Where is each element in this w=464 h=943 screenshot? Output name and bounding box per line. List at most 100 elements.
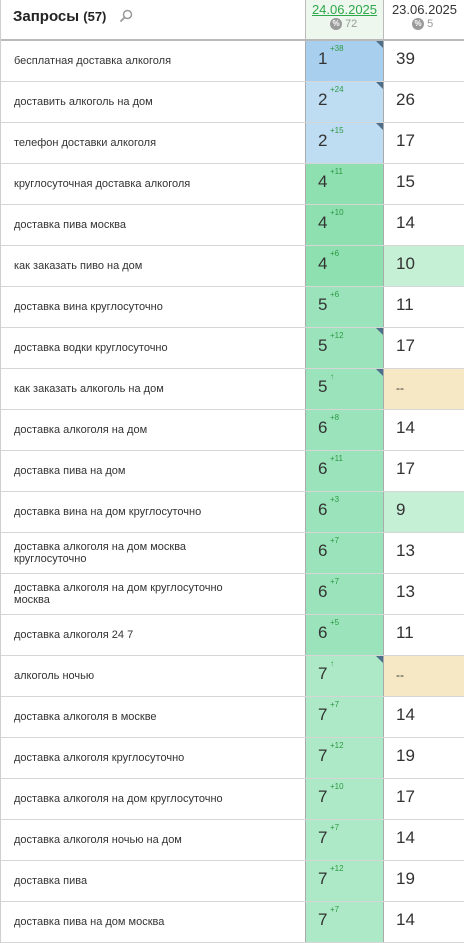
previous-position-cell: 13 [384,533,464,573]
position-change: +10 [330,782,344,791]
query-text[interactable]: доставка пива на дом [14,465,126,477]
previous-position-value: 11 [396,623,414,642]
table-row: алкоголь ночью 7 ↑ -- [1,656,464,697]
previous-position-cell: -- [384,369,464,409]
position-cell: 7 ↑ [305,656,384,696]
table-header: Запросы (57) 24.06.2025 % 72 23.06.2025 … [1,0,464,41]
position-cell: 4 +11 [305,164,384,204]
position-cell: 6 +3 [305,492,384,532]
query-text[interactable]: доставка пива [14,875,88,887]
position-value: 5 [318,377,328,396]
table-row: доставка пива 7 +12 19 [1,861,464,902]
position-cell: 6 +11 [305,451,384,491]
position-change: +7 [330,577,340,586]
position-change: +24 [330,85,344,94]
previous-position-cell: 17 [384,779,464,819]
pct-indicator-1: % 72 [330,18,358,31]
pct-indicator-2: % 5 [412,18,434,31]
pct-value-2: 5 [427,18,434,30]
table-row: доставка водки круглосуточно 5 +12 17 [1,328,464,369]
query-text[interactable]: доставка пива на дом москва [14,916,165,928]
table-row: круглосуточная доставка алкоголя 4 +11 15 [1,164,464,205]
query-text[interactable]: доставка алкоголя на дом круглосуточно [14,793,223,805]
previous-position-value: 26 [396,90,415,109]
previous-position-value: 14 [396,418,415,437]
position-cell: 7 +7 [305,902,384,942]
query-text[interactable]: доставка алкоголя ночью на дом [14,834,182,846]
previous-position-value: 15 [396,172,415,191]
position-change: +7 [330,823,340,832]
table-row: доставка алкоголя на дом круглосуточно м… [1,574,464,615]
position-value: 6 [318,459,328,478]
table-row: как заказать алкоголь на дом 5 ↑ -- [1,369,464,410]
position-value: 5 [318,295,328,314]
position-cell: 5 ↑ [305,369,384,409]
table-row: доставка пива москва 4 +10 14 [1,205,464,246]
position-cell: 6 +7 [305,533,384,573]
position-change: +10 [330,208,344,217]
previous-position-cell: 26 [384,82,464,122]
query-text[interactable]: круглосуточная доставка алкоголя [14,178,191,190]
date-column-header-2[interactable]: 23.06.2025 % 5 [384,0,464,39]
query-text[interactable]: бесплатная доставка алкоголя [14,55,172,67]
position-value: 4 [318,254,328,273]
corner-flag-icon [376,123,383,130]
position-change: +11 [330,167,343,176]
previous-position-value: 19 [396,869,415,888]
previous-position-value: 17 [396,131,415,150]
position-change: +7 [330,700,340,709]
query-text[interactable]: доставка алкоголя круглосуточно [14,752,185,764]
corner-flag-icon [376,41,383,48]
position-change: +7 [330,905,340,914]
query-text[interactable]: телефон доставки алкоголя [14,137,157,149]
previous-position-value: 11 [396,295,414,314]
previous-position-cell: 17 [384,123,464,163]
date-column-header-1[interactable]: 24.06.2025 % 72 [305,0,384,39]
table-row: доставка пива на дом 6 +11 17 [1,451,464,492]
previous-position-cell: 39 [384,41,464,81]
query-text[interactable]: как заказать пиво на дом [14,260,143,272]
query-text[interactable]: доставка пива москва [14,219,126,231]
previous-position-cell: 14 [384,820,464,860]
query-text[interactable]: доставка алкоголя 24 7 [14,629,134,641]
previous-position-value: 17 [396,336,415,355]
position-change: +11 [330,454,343,463]
date-link-1[interactable]: 24.06.2025 [311,2,378,17]
position-cell: 5 +6 [305,287,384,327]
position-cell: 7 +12 [305,738,384,778]
query-text[interactable]: доставка алкоголя в москве [14,711,157,723]
position-value: 7 [318,746,328,765]
corner-flag-icon [376,82,383,89]
table-row: доставка алкоголя ночью на дом 7 +7 14 [1,820,464,861]
previous-position-cell: 10 [384,246,464,286]
previous-position-cell: 17 [384,451,464,491]
percent-icon: % [412,18,424,31]
query-text[interactable]: доставка алкоголя на дом москва круглосу… [14,541,187,565]
position-cell: 4 +6 [305,246,384,286]
query-text[interactable]: доставка вина на дом круглосуточно [14,506,202,518]
search-icon[interactable] [119,9,133,23]
position-cell: 6 +8 [305,410,384,450]
query-text[interactable]: доставка вина круглосуточно [14,301,163,313]
table-row: телефон доставки алкоголя 2 +15 17 [1,123,464,164]
position-change: +8 [330,413,340,422]
table-row: бесплатная доставка алкоголя 1 +38 39 [1,41,464,82]
position-change: +6 [330,290,340,299]
query-text[interactable]: доставка алкоголя на дом круглосуточно м… [14,582,223,606]
position-cell: 6 +7 [305,574,384,614]
position-change: +5 [330,618,340,627]
position-cell: 5 +12 [305,328,384,368]
previous-position-cell: 9 [384,492,464,532]
pct-value-1: 72 [345,18,358,30]
previous-position-cell: -- [384,656,464,696]
previous-position-cell: 13 [384,574,464,614]
query-text[interactable]: доставка водки круглосуточно [14,342,168,354]
queries-count: (57) [83,9,107,24]
table-row: доставка пива на дом москва 7 +7 14 [1,902,464,943]
query-text[interactable]: алкоголь ночью [14,670,95,682]
table-row: доставка алкоголя 24 7 6 +5 11 [1,615,464,656]
query-text[interactable]: как заказать алкоголь на дом [14,383,164,395]
query-text[interactable]: доставить алкоголь на дом [14,96,153,108]
query-text[interactable]: доставка алкоголя на дом [14,424,148,436]
